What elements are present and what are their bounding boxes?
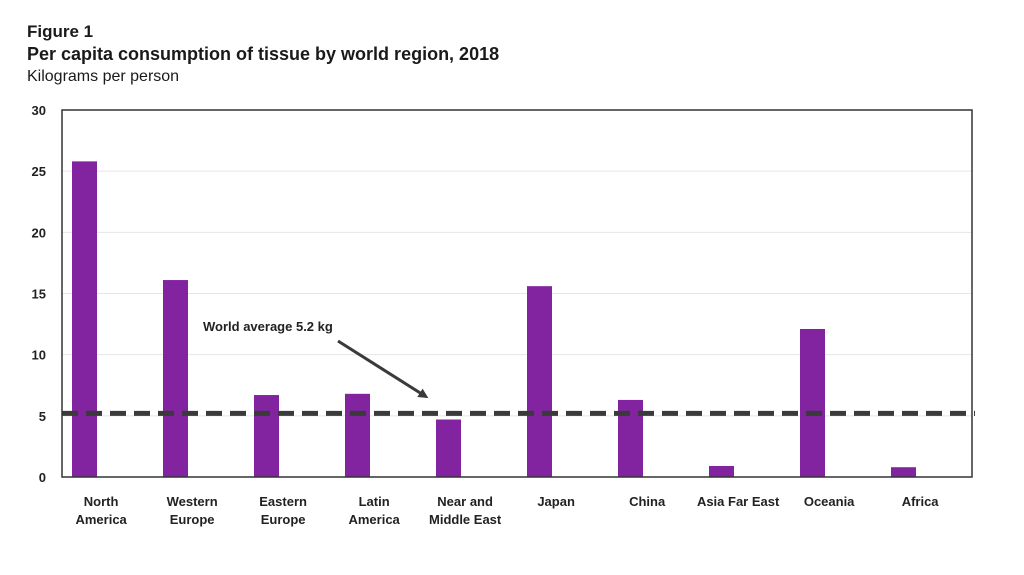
x-tick-label: Eastern Europe <box>259 494 307 527</box>
y-tick-label: 15 <box>32 287 46 302</box>
bar <box>709 465 734 477</box>
y-tick-label: 20 <box>32 225 46 240</box>
x-tick-label: Western Europe <box>167 494 218 527</box>
y-axis: 0 5 10 15 20 25 30 <box>32 103 46 485</box>
bar <box>72 161 97 477</box>
bar <box>163 280 188 477</box>
y-tick-label: 5 <box>39 409 46 424</box>
x-tick-label: Japan <box>537 494 575 509</box>
x-tick-label: Asia Far East <box>697 494 780 509</box>
y-tick-label: 0 <box>39 470 46 485</box>
y-tick-label: 10 <box>32 348 46 363</box>
chart-title: Per capita consumption of tissue by worl… <box>27 44 500 64</box>
bar <box>800 328 825 477</box>
bar <box>436 419 461 477</box>
bar <box>891 467 916 477</box>
x-tick-label: Oceania <box>804 494 855 509</box>
bar <box>345 393 370 477</box>
y-tick-label: 25 <box>32 164 46 179</box>
bars <box>72 161 916 477</box>
bar <box>254 395 279 477</box>
figure-label: Figure 1 <box>27 22 94 41</box>
reference-line-group: World average 5.2 kg <box>62 319 975 416</box>
x-tick-label: Near and Middle East <box>429 494 502 527</box>
y-tick-label: 30 <box>32 103 46 118</box>
x-tick-label: Latin America <box>348 494 400 527</box>
x-tick-label: Africa <box>902 494 940 509</box>
gridlines <box>62 170 972 417</box>
x-tick-label: North America <box>75 494 127 527</box>
x-axis: North America Western Europe Eastern Europe La… <box>75 494 939 527</box>
bar <box>527 286 552 477</box>
annotation-arrow <box>337 339 429 399</box>
reference-line-label: World average 5.2 kg <box>203 319 333 334</box>
chart-subtitle: Kilograms per person <box>27 68 180 85</box>
x-tick-label: China <box>629 494 666 509</box>
plot-frame <box>61 109 973 478</box>
